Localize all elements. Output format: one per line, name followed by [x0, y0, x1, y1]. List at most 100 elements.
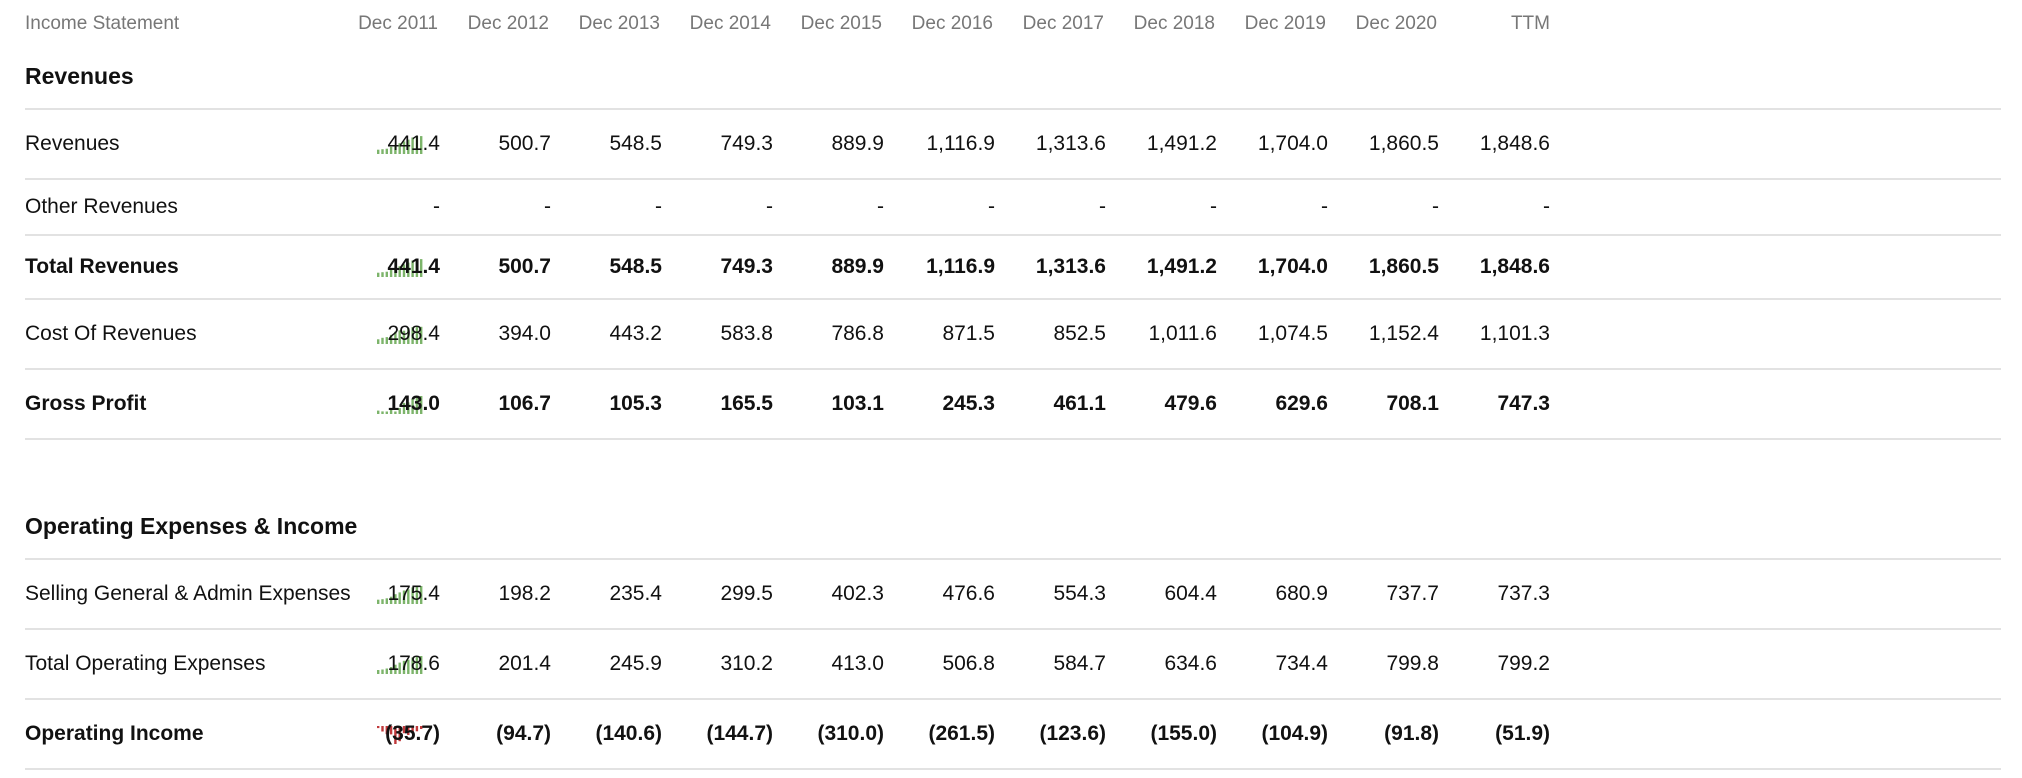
- sparkline: [377, 630, 433, 698]
- value-cell: 413.0: [831, 652, 884, 675]
- sparkline-bar: [398, 330, 401, 344]
- value-cell: 1,116.9: [926, 132, 995, 155]
- sparkline-bar: [420, 656, 423, 674]
- value-cell: 175.4: [387, 582, 440, 605]
- value-cell: -: [1432, 195, 1439, 218]
- sparkline-bar: [389, 269, 393, 277]
- row-label: Cost Of Revenues: [25, 322, 197, 345]
- value-cell: -: [1099, 195, 1106, 218]
- value-cell: -: [1543, 195, 1550, 218]
- column-header: Dec 2017: [1022, 13, 1104, 34]
- sparkline-bar: [411, 260, 414, 277]
- sparkline-bar: [385, 411, 388, 414]
- sparkline-bar: [402, 264, 406, 277]
- table-header-row: Income Statement Dec 2011 Dec 2012 Dec 2013…: [25, 0, 2001, 46]
- sparkline-bar: [394, 268, 397, 277]
- sparkline-bar: [377, 726, 380, 729]
- value-cell: 871.5: [942, 322, 995, 345]
- sparkline-bar: [420, 259, 423, 277]
- sparkline-bar: [377, 272, 380, 277]
- value-cell: 737.3: [1497, 582, 1550, 605]
- column-header: TTM: [1510, 13, 1550, 34]
- value-cell: -: [766, 195, 773, 218]
- sparkline-bar: [411, 726, 414, 733]
- value-cell: -: [1321, 195, 1328, 218]
- column-header: Dec 2016: [911, 13, 993, 34]
- value-cell: (91.8): [1384, 722, 1439, 745]
- sparkline-bar: [394, 726, 397, 744]
- value-cell: (155.0): [1150, 722, 1217, 745]
- value-cell: (94.7): [496, 722, 551, 745]
- sparkline-icon: [377, 326, 423, 344]
- value-cell: 476.6: [942, 582, 995, 605]
- sparkline-bar: [394, 331, 397, 344]
- value-cell: 299.5: [720, 582, 773, 605]
- column-header: Dec 2011: [358, 13, 438, 34]
- value-cell: 734.4: [1275, 652, 1328, 675]
- sparkline-bar: [381, 272, 384, 277]
- value-cell: 443.2: [609, 322, 662, 345]
- sparkline-icon: [377, 656, 423, 674]
- sparkline: [377, 370, 433, 438]
- sparkline-bar: [407, 402, 410, 414]
- value-cell: 143.0: [387, 392, 440, 415]
- sparkline-bar: [398, 726, 401, 742]
- value-cell: (104.9): [1261, 722, 1328, 745]
- value-cell: 749.3: [720, 255, 773, 278]
- sparkline-bar: [407, 659, 410, 674]
- income-statement-table: Income Statement Dec 2011 Dec 2012 Dec 2013…: [25, 0, 2001, 770]
- sparkline-bar: [385, 668, 388, 674]
- sparkline-bar: [415, 586, 419, 604]
- value-cell: 106.7: [498, 392, 551, 415]
- value-cell: (140.6): [595, 722, 662, 745]
- value-cell: 1,313.6: [1035, 255, 1106, 278]
- value-cell: 310.2: [720, 652, 773, 675]
- value-cell: 245.3: [942, 392, 995, 415]
- sparkline-bar: [381, 726, 384, 732]
- sparkline-bar: [385, 148, 388, 154]
- value-cell: 441.4: [387, 255, 440, 278]
- value-cell: 245.9: [609, 652, 662, 675]
- statement-title: Income Statement: [25, 13, 180, 34]
- column-header: Dec 2020: [1355, 13, 1437, 34]
- sparkline-bar: [411, 398, 414, 414]
- value-cell: 799.2: [1497, 652, 1550, 675]
- table-row: Revenues 441.4 500.7 548.5 749.3 889.9 1,116.9…: [25, 110, 2001, 180]
- sparkline-bar: [377, 599, 380, 604]
- row-label: Revenues: [25, 132, 120, 155]
- sparkline-bar: [398, 592, 401, 604]
- table-row: Operating Income (35.7) (94.7) (140.6) (144.…: [25, 700, 2001, 770]
- sparkline-bar: [411, 327, 414, 344]
- sparkline-bar: [420, 726, 423, 729]
- sparkline-bar: [415, 396, 419, 414]
- value-cell: 165.5: [720, 392, 773, 415]
- value-cell: (261.5): [928, 722, 995, 745]
- sparkline-bar: [377, 149, 380, 154]
- value-cell: 680.9: [1275, 582, 1328, 605]
- value-cell: 604.4: [1164, 582, 1217, 605]
- value-cell: 852.5: [1053, 322, 1106, 345]
- sparkline-bar: [394, 594, 397, 604]
- sparkline: [377, 560, 433, 628]
- column-header: Dec 2012: [467, 13, 549, 34]
- value-cell: 402.3: [831, 582, 884, 605]
- value-cell: (51.9): [1495, 722, 1550, 745]
- value-cell: 584.7: [1053, 652, 1106, 675]
- section-title: Operating Expenses & Income: [25, 513, 358, 539]
- sparkline-bar: [415, 726, 419, 732]
- value-cell: 1,011.6: [1148, 322, 1217, 345]
- sparkline-bar: [415, 326, 419, 344]
- sparkline-bar: [407, 726, 410, 735]
- sparkline-bar: [389, 726, 393, 735]
- value-cell: -: [433, 195, 440, 218]
- sparkline-bar: [398, 143, 401, 154]
- section-spacer: [25, 440, 2001, 502]
- value-cell: 198.2: [498, 582, 551, 605]
- sparkline-bar: [385, 598, 388, 604]
- sparkline-bar: [407, 139, 410, 154]
- sparkline-bar: [402, 330, 406, 344]
- column-header: Dec 2013: [578, 13, 660, 34]
- sparkline-bar: [389, 596, 393, 604]
- sparkline: [377, 236, 433, 298]
- value-cell: 1,152.4: [1368, 322, 1439, 345]
